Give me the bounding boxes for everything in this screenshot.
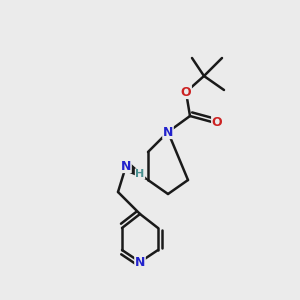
Text: O: O	[212, 116, 222, 128]
Text: H: H	[135, 169, 145, 179]
Text: N: N	[135, 256, 145, 268]
Text: N: N	[121, 160, 131, 172]
Text: N: N	[163, 125, 173, 139]
Polygon shape	[124, 162, 148, 180]
Text: O: O	[181, 85, 191, 98]
